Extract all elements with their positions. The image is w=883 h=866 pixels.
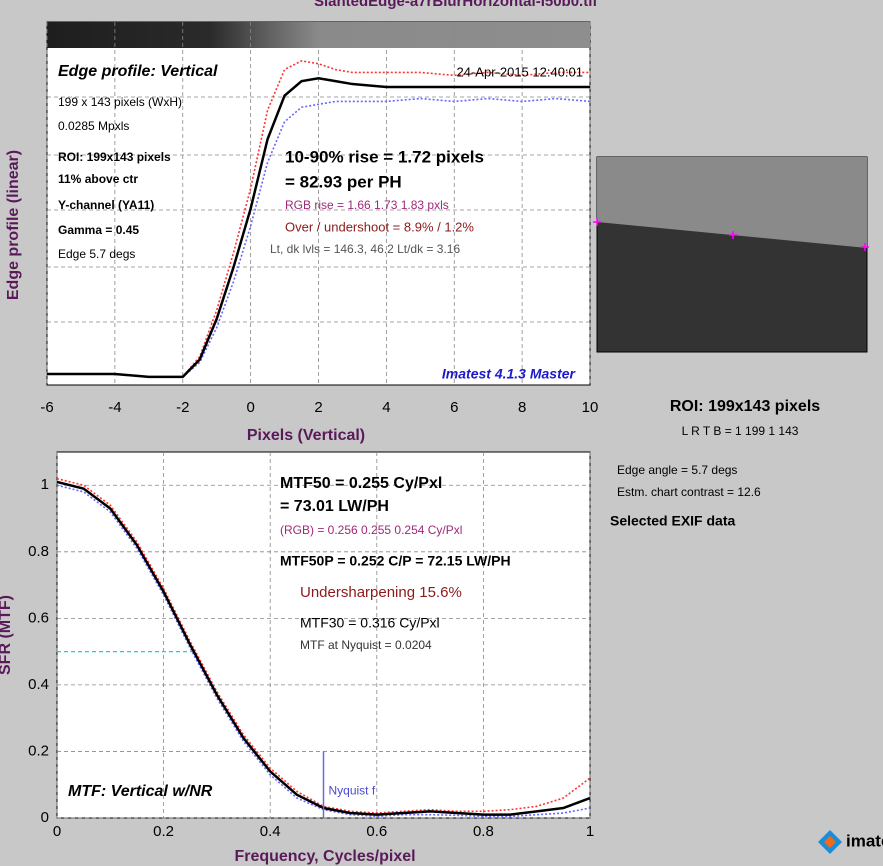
annotation: MTF50 = 0.255 Cy/Pxl <box>280 475 442 492</box>
roi-title: ROI: 199x143 pixels <box>670 398 820 415</box>
x-tick-label: 6 <box>450 399 458 416</box>
x-axis-label: Pixels (Vertical) <box>247 427 365 444</box>
chart-title: MTF: Vertical w/NR <box>68 783 213 800</box>
annotation: = 82.93 per PH <box>285 172 402 191</box>
version: Imatest 4.1.3 Master <box>442 366 577 382</box>
x-axis-label: Frequency, Cycles/pixel <box>234 848 415 865</box>
x-tick-label: 0.2 <box>153 823 174 840</box>
x-tick-label: 8 <box>518 399 526 416</box>
annotation: Gamma = 0.45 <box>58 223 139 237</box>
annotation: MTF at Nyquist = 0.0204 <box>300 638 432 652</box>
y-tick-label: 0.2 <box>28 742 49 759</box>
y-tick-label: 0 <box>41 809 49 826</box>
annotation: RGB rise = 1.66 1.73 1.83 pxls <box>285 198 449 212</box>
x-tick-label: -6 <box>40 399 53 416</box>
x-tick-label: -2 <box>176 399 189 416</box>
annotation: 0.0285 Mpxls <box>58 119 129 133</box>
x-tick-label: -4 <box>108 399 121 416</box>
x-tick-label: 2 <box>314 399 322 416</box>
annotation: 24-Apr-2015 12:40:01 <box>457 64 583 79</box>
annotation: Over / undershoot = 8.9% / 1.2% <box>285 219 474 234</box>
annotation: 10-90% rise = 1.72 pixels <box>285 147 484 166</box>
y-tick-label: 1 <box>41 476 49 493</box>
annotation: Y-channel (YA11) <box>58 198 154 212</box>
series-line <box>47 76 590 379</box>
x-tick-label: 10 <box>582 399 599 416</box>
x-tick-label: 0 <box>53 823 61 840</box>
y-tick-label: 0.6 <box>28 609 49 626</box>
x-tick-label: 0.8 <box>473 823 494 840</box>
annotation: 199 x 143 pixels (WxH) <box>58 95 182 109</box>
annotation: MTF30 = 0.316 Cy/Pxl <box>300 615 440 631</box>
annotation: = 73.01 LW/PH <box>280 498 389 515</box>
annotation: Edge 5.7 degs <box>58 247 135 261</box>
roi-bounds: L R T B = 1 199 1 143 <box>682 424 799 438</box>
x-tick-label: 0.4 <box>260 823 281 840</box>
nyquist-label: Nyquist f <box>329 784 376 798</box>
annotation: ROI: 199x143 pixels <box>58 150 171 164</box>
exif-label: Selected EXIF data <box>610 513 735 529</box>
annotation: MTF50P = 0.252 C/P = 72.15 LW/PH <box>280 553 511 569</box>
x-tick-label: 0.6 <box>366 823 387 840</box>
annotation: 11% above ctr <box>58 172 138 186</box>
roi-image <box>593 156 869 353</box>
annotation: Undersharpening 15.6% <box>300 584 462 601</box>
y-axis-label: SFR (MTF) <box>0 595 14 675</box>
y-tick-label: 0.4 <box>28 676 49 693</box>
annotation: (RGB) = 0.256 0.255 0.254 Cy/Pxl <box>280 523 462 537</box>
x-tick-label: 4 <box>382 399 390 416</box>
series-line <box>56 477 591 814</box>
logo: imatest <box>846 831 883 850</box>
annotation: Lt, dk lvls = 146.3, 46.2 Lt/dk = 3.16 <box>270 242 460 256</box>
edge-angle: Edge angle = 5.7 degs <box>617 463 737 477</box>
logo-icon <box>818 830 842 854</box>
y-tick-label: 0.8 <box>28 543 49 560</box>
y-axis-label: Edge profile (linear) <box>5 150 22 300</box>
x-tick-label: 0 <box>246 399 254 416</box>
x-tick-label: 1 <box>586 823 594 840</box>
file-title: SlantedEdge-a7rBlurHorizontal-I50b0.tif <box>314 0 598 10</box>
chart-contrast: Estm. chart contrast = 12.6 <box>617 485 761 499</box>
chart-title: Edge profile: Vertical <box>58 63 218 80</box>
